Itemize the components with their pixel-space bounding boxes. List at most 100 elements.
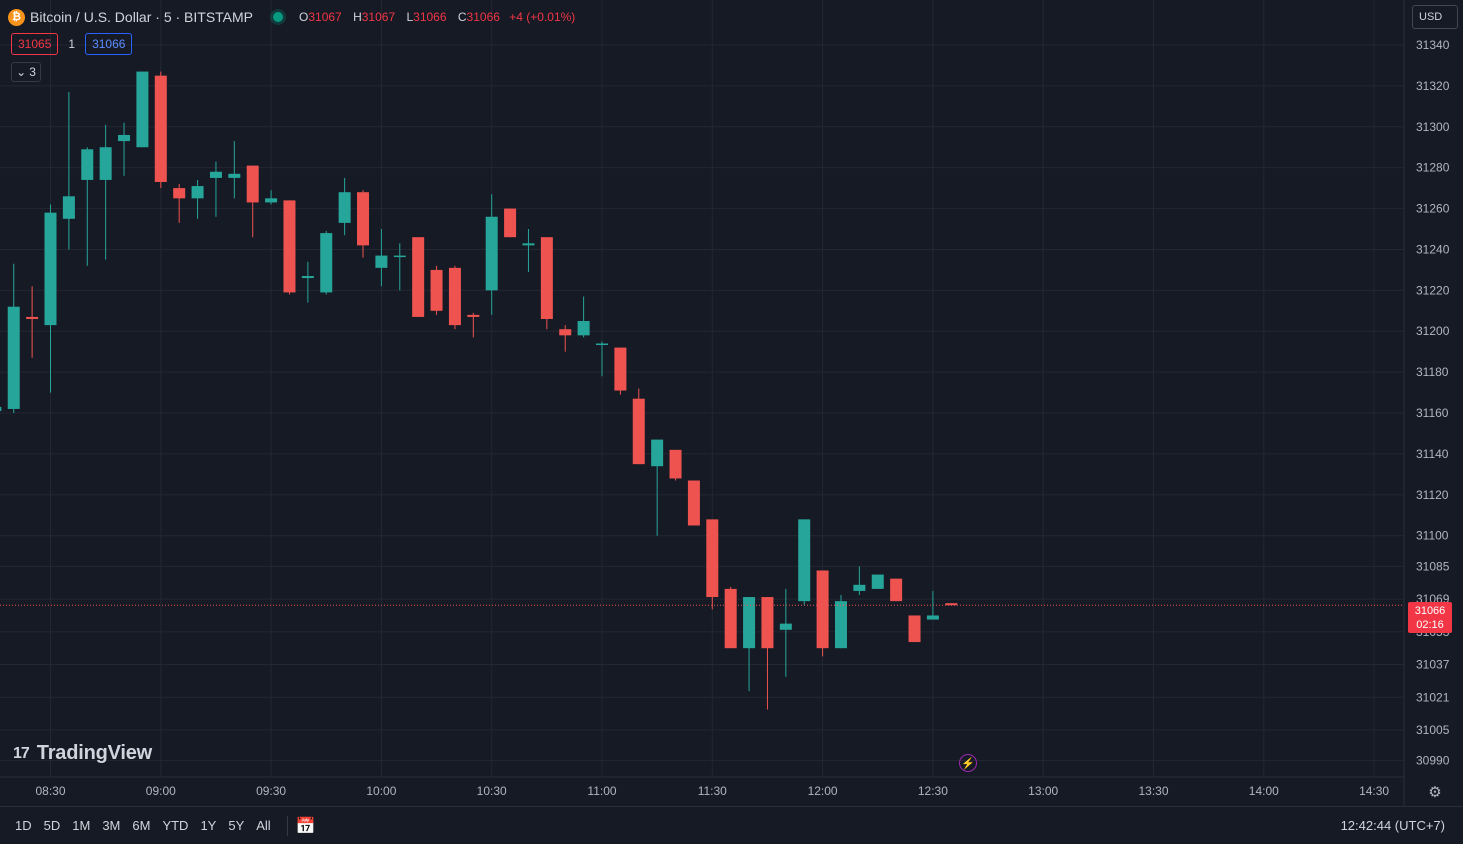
candle [81, 147, 94, 266]
candle [890, 578, 903, 602]
candle [614, 347, 627, 395]
candle [136, 71, 149, 148]
candle [577, 296, 590, 338]
time-tick-label: 12:30 [918, 784, 948, 798]
time-axis[interactable]: 08:30 09:00 09:30 10:00 10:30 11:00 11:30 12:00… [35, 784, 1389, 798]
candle-body [44, 212, 57, 326]
candlestick-chart[interactable]: 31340 31320 31300 31280 31260 31240 31220 31200… [0, 0, 1463, 806]
buy-price-button[interactable]: 31066 [85, 33, 133, 55]
bottom-toolbar: 1D 5D 1M 3M 6M YTD 1Y 5Y All 📅 12:42:44 … [0, 806, 1463, 844]
symbol-legend: ₿ Bitcoin / U.S. Dollar · 5 · BITSTAMP O… [8, 6, 575, 28]
last-price-value: 31066 [1414, 605, 1446, 617]
price-tick-label: 31200 [1416, 324, 1450, 338]
range-1m-button[interactable]: 1M [72, 818, 91, 833]
candle [908, 615, 921, 643]
candle-body [504, 208, 517, 238]
price-tick-label: 31160 [1416, 406, 1449, 420]
candle-body [0, 406, 2, 411]
time-tick-label: 14:30 [1359, 784, 1389, 798]
range-ytd-button[interactable]: YTD [162, 818, 189, 833]
candle [816, 570, 829, 657]
calendar-range-icon[interactable]: 📅 [295, 817, 316, 835]
candle-body [357, 192, 370, 246]
candle-body [209, 171, 222, 178]
candle-body [761, 597, 774, 649]
candle-body [81, 149, 94, 180]
candle-body [393, 255, 406, 258]
price-tick-label: 31340 [1416, 38, 1450, 52]
chevron-down-icon: ⌄ [16, 65, 27, 79]
bar-countdown: 02:16 [1416, 619, 1444, 631]
market-status-icon[interactable] [273, 12, 284, 22]
candle [651, 439, 664, 536]
candle [687, 480, 700, 526]
sell-price-button[interactable]: 31065 [11, 33, 59, 55]
candle [632, 388, 645, 465]
time-tick-label: 10:30 [477, 784, 507, 798]
candle-body [724, 588, 737, 649]
candle-body [191, 186, 204, 199]
clock-timezone[interactable]: 12:42:44 (UTC+7) [1340, 818, 1445, 833]
high-value: 31067 [361, 10, 396, 24]
price-axis[interactable]: 31340 31320 31300 31280 31260 31240 31220 31200… [1416, 38, 1450, 768]
candle-body [338, 192, 351, 223]
range-all-button[interactable]: All [256, 818, 271, 833]
toolbar-divider [286, 815, 288, 836]
range-6m-button[interactable]: 6M [132, 818, 151, 833]
close-label: C [457, 10, 467, 24]
time-tick-label: 10:00 [366, 784, 396, 798]
candle [761, 597, 774, 710]
open-label: O [299, 10, 309, 24]
candle [0, 406, 2, 411]
candle [871, 574, 884, 589]
lightning-icon[interactable]: ⚡ [959, 754, 977, 772]
price-tick-label: 31300 [1416, 120, 1450, 134]
time-tick-label: 14:00 [1249, 784, 1279, 798]
price-tick-label: 30990 [1416, 754, 1450, 768]
price-tick-label: 31220 [1416, 283, 1450, 297]
candle [26, 286, 39, 358]
candle-body [816, 570, 829, 649]
gear-icon[interactable]: ⚙ [1428, 784, 1442, 801]
candle-body [118, 134, 131, 142]
range-5y-button[interactable]: 5Y [228, 818, 245, 833]
range-1y-button[interactable]: 1Y [200, 818, 217, 833]
candle [393, 243, 406, 291]
candle [522, 229, 535, 272]
candle-body [99, 147, 112, 180]
candle [743, 597, 756, 692]
time-tick-label: 13:00 [1028, 784, 1058, 798]
candle [338, 177, 351, 236]
candle [209, 161, 222, 217]
price-tick-label: 31280 [1416, 161, 1450, 175]
candle [173, 184, 186, 223]
candle-body [559, 329, 572, 336]
range-3m-button[interactable]: 3M [102, 818, 121, 833]
range-5d-button[interactable]: 5D [43, 818, 61, 833]
candle-body [412, 237, 425, 317]
candle-body [62, 196, 75, 219]
candle-body [651, 439, 664, 467]
price-tick-label: 31037 [1416, 658, 1450, 672]
candle [265, 190, 278, 205]
candle-body [136, 71, 149, 148]
candle-body [798, 519, 811, 602]
candle [430, 265, 443, 315]
candle [154, 71, 167, 189]
candle-body [743, 597, 756, 649]
candle [926, 590, 939, 620]
currency-selector[interactable]: USD [1412, 5, 1458, 29]
candle-body [173, 188, 186, 199]
range-1d-button[interactable]: 1D [15, 818, 32, 833]
tradingview-logo[interactable]: 17 TradingView [13, 742, 152, 765]
candle-body [283, 200, 296, 293]
candle [779, 588, 792, 677]
indicators-toggle-button[interactable]: ⌄ 3 [11, 62, 41, 82]
candle-body [632, 398, 645, 465]
candle-body [228, 173, 241, 178]
bitcoin-icon: ₿ [8, 8, 25, 26]
candle [118, 122, 131, 176]
price-tick-label: 31021 [1416, 690, 1450, 704]
last-price-label: 31066 02:16 [1408, 602, 1452, 633]
symbol-title[interactable]: Bitcoin / U.S. Dollar · 5 · BITSTAMP [30, 9, 254, 25]
